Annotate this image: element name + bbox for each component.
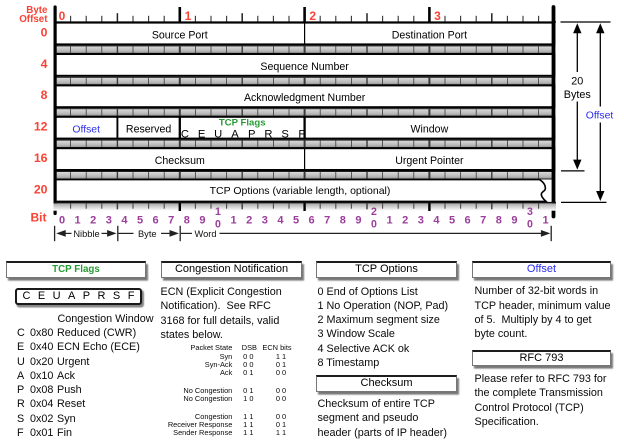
svg-text:3: 3 <box>418 214 424 226</box>
svg-text:12: 12 <box>34 120 48 134</box>
svg-text:4: 4 <box>433 214 440 226</box>
svg-text:4: 4 <box>41 57 48 71</box>
svg-text:0: 0 <box>59 214 65 226</box>
svg-text:4: 4 <box>121 214 128 226</box>
svg-text:Nibble: Nibble <box>73 229 99 239</box>
svg-text:2: 2 <box>309 9 316 23</box>
svg-text:Reserved: Reserved <box>126 124 171 136</box>
svg-text:1: 1 <box>185 9 192 23</box>
svg-text:6: 6 <box>309 214 315 226</box>
svg-text:Offset: Offset <box>72 125 100 136</box>
svg-text:Checksum: Checksum <box>155 155 205 167</box>
svg-text:9: 9 <box>511 214 517 226</box>
svg-text:3: 3 <box>434 9 441 23</box>
svg-text:16: 16 <box>34 151 48 165</box>
svg-text:3: 3 <box>262 214 268 226</box>
svg-text:TCP Options (variable length,: TCP Options (variable length, optional) <box>210 185 391 197</box>
svg-text:0: 0 <box>527 219 533 231</box>
svg-text:5: 5 <box>137 214 143 226</box>
svg-text:8: 8 <box>41 88 48 102</box>
svg-text:1: 1 <box>231 214 237 226</box>
svg-text:3: 3 <box>527 206 533 218</box>
svg-text:6: 6 <box>153 214 159 226</box>
svg-text:2: 2 <box>246 214 252 226</box>
svg-text:3: 3 <box>106 214 112 226</box>
svg-text:S: S <box>281 128 288 140</box>
svg-text:1: 1 <box>543 214 549 226</box>
svg-text:Offset: Offset <box>19 14 48 25</box>
svg-text:7: 7 <box>168 214 174 226</box>
svg-text:Sequence Number: Sequence Number <box>260 61 349 73</box>
svg-text:7: 7 <box>480 214 486 226</box>
svg-text:8: 8 <box>340 214 346 226</box>
svg-text:TCP Flags: TCP Flags <box>219 118 266 129</box>
svg-text:U: U <box>214 128 222 140</box>
svg-text:Bit: Bit <box>31 210 47 224</box>
svg-text:P: P <box>248 128 255 140</box>
svg-text:0: 0 <box>371 219 377 231</box>
svg-text:Destination Port: Destination Port <box>392 29 467 41</box>
svg-text:8: 8 <box>184 214 190 226</box>
svg-text:2: 2 <box>371 206 377 218</box>
svg-text:Offset: Offset <box>586 111 614 122</box>
svg-text:1: 1 <box>387 214 393 226</box>
svg-text:9: 9 <box>199 214 205 226</box>
svg-text:0: 0 <box>41 25 48 39</box>
svg-text:A: A <box>231 128 239 140</box>
svg-text:Source Port: Source Port <box>152 29 208 41</box>
svg-text:5: 5 <box>293 214 299 226</box>
svg-text:9: 9 <box>355 214 361 226</box>
svg-text:1: 1 <box>215 206 221 218</box>
svg-text:2: 2 <box>402 214 408 226</box>
svg-text:E: E <box>198 128 205 140</box>
svg-text:5: 5 <box>449 214 455 226</box>
svg-text:C: C <box>181 128 189 140</box>
svg-text:Bytes: Bytes <box>564 89 592 101</box>
svg-text:Acknowledgment Number: Acknowledgment Number <box>244 92 366 104</box>
svg-text:20: 20 <box>34 182 48 196</box>
svg-text:6: 6 <box>465 214 471 226</box>
svg-text:2: 2 <box>90 214 96 226</box>
svg-text:R: R <box>264 128 272 140</box>
svg-text:0: 0 <box>59 9 66 23</box>
svg-text:Byte: Byte <box>26 5 48 16</box>
svg-text:F: F <box>298 128 305 140</box>
svg-text:Byte: Byte <box>138 229 157 239</box>
svg-text:Urgent Pointer: Urgent Pointer <box>395 155 464 167</box>
svg-text:7: 7 <box>324 214 330 226</box>
svg-text:4: 4 <box>277 214 284 226</box>
svg-text:Window: Window <box>411 124 449 136</box>
svg-text:1: 1 <box>75 214 81 226</box>
svg-text:Word: Word <box>194 229 216 239</box>
svg-text:8: 8 <box>496 214 502 226</box>
svg-text:20: 20 <box>571 76 583 88</box>
svg-text:0: 0 <box>215 219 221 231</box>
